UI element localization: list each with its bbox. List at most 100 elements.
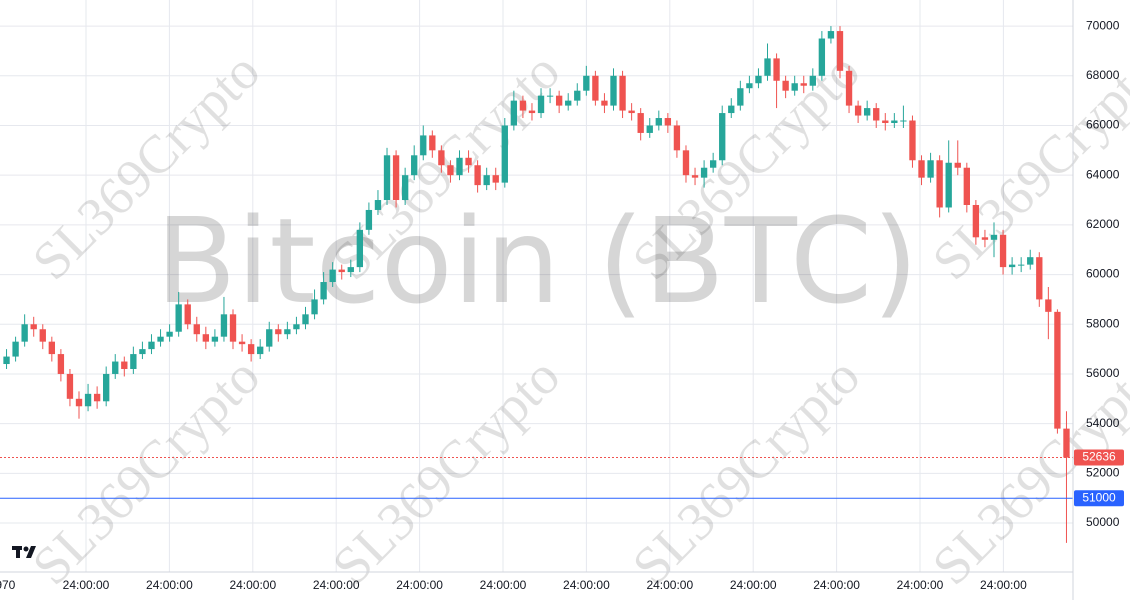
candle-body — [719, 113, 726, 161]
candle-body — [474, 165, 481, 186]
candle-body — [963, 167, 970, 205]
x-tick-label: 24:00:00 — [980, 578, 1027, 592]
candle-body — [863, 108, 871, 116]
y-tick-label: 52000 — [1086, 466, 1120, 480]
candle-body — [247, 344, 255, 355]
price-label-box — [1074, 449, 1124, 466]
candle-body — [103, 373, 110, 402]
candle-body — [438, 150, 445, 166]
grid — [0, 0, 1073, 572]
candle-body — [782, 80, 789, 91]
candle-body — [329, 269, 336, 283]
candle-body — [229, 314, 237, 342]
candle-body — [664, 118, 672, 126]
candle-body — [1045, 299, 1052, 312]
candle-body — [275, 329, 282, 335]
x-tick-label: 24:00:00 — [229, 578, 276, 592]
candle-body — [347, 267, 354, 273]
candle-body — [791, 83, 798, 91]
candle-body — [284, 329, 291, 335]
candle-body — [981, 237, 989, 240]
candle-body — [121, 361, 128, 369]
candle-body — [510, 100, 518, 126]
candle-body — [401, 175, 409, 201]
candle-body — [492, 175, 499, 183]
candle-body — [773, 58, 780, 81]
y-tick-label: 70000 — [1086, 18, 1120, 32]
candle-body — [139, 349, 146, 355]
x-tick-label: 24:00:00 — [313, 578, 360, 592]
candle-body — [1063, 428, 1070, 458]
candle-body — [927, 160, 934, 178]
candle-body — [565, 100, 572, 106]
candle-body — [601, 100, 608, 106]
x-tick-label: 24:00:00 — [813, 578, 860, 592]
y-tick-label: 50000 — [1086, 515, 1120, 529]
candle-body — [392, 155, 400, 201]
candle-body — [827, 31, 835, 39]
candle-body — [429, 135, 436, 151]
candle-body — [691, 175, 699, 178]
candle-body — [1008, 264, 1016, 268]
candle-body — [619, 75, 626, 111]
candle-body — [746, 83, 753, 89]
candle-body — [202, 334, 210, 342]
candle-body — [30, 324, 37, 330]
candle-body — [519, 100, 527, 111]
candle-body — [411, 155, 418, 176]
candle-body — [93, 393, 101, 402]
candle-body — [990, 234, 998, 240]
candle-body — [293, 324, 300, 330]
x-tick-label: 24:00:00 — [63, 578, 110, 592]
candle-body — [737, 88, 744, 106]
x-tick-label: 24:00:00 — [730, 578, 777, 592]
candle-body — [945, 162, 952, 208]
candle-body — [1054, 311, 1061, 429]
x-tick-label: 24:00:00 — [480, 578, 527, 592]
x-tick-label: 24:00:00 — [396, 578, 443, 592]
candle-body — [383, 155, 391, 201]
candle-body — [700, 167, 708, 178]
candle-body — [157, 336, 164, 342]
candle-body — [673, 125, 681, 151]
price-label: 52636 — [1082, 450, 1116, 464]
candle-body — [873, 108, 880, 121]
candle-body — [456, 157, 463, 176]
candle-body — [900, 120, 907, 122]
candle-body — [39, 329, 46, 342]
candle-body — [709, 160, 717, 168]
candle-body — [75, 398, 83, 407]
candle-body — [909, 120, 916, 161]
candle-body — [112, 361, 119, 374]
candle-body — [1036, 257, 1043, 300]
candle-body — [166, 331, 173, 337]
candle-body — [546, 95, 554, 97]
candle-body — [845, 70, 853, 106]
candle-body — [1027, 257, 1034, 265]
candle-body — [537, 95, 545, 114]
candle-body — [800, 83, 807, 86]
candle-body — [574, 90, 581, 101]
candle-body — [583, 75, 590, 91]
candle-body — [257, 346, 264, 355]
candle-body — [755, 75, 762, 84]
candle-body — [184, 304, 191, 325]
y-tick-label: 68000 — [1086, 68, 1120, 82]
y-tick-label: 64000 — [1086, 167, 1120, 181]
candle-body — [483, 175, 490, 186]
candle-body — [809, 75, 816, 86]
candle-body — [1018, 264, 1025, 266]
candle-body — [365, 209, 373, 230]
candle-body — [954, 162, 961, 168]
candle-body — [655, 118, 662, 126]
candle-body — [764, 58, 771, 76]
x-tick-label: 1970 — [0, 578, 16, 592]
y-tick-label: 60000 — [1086, 267, 1120, 281]
candle-body — [555, 95, 563, 106]
y-tick-label: 58000 — [1086, 316, 1120, 330]
candle-body — [610, 75, 617, 106]
candle-body — [356, 229, 364, 268]
x-tick-label: 24:00:00 — [646, 578, 693, 592]
candle-body — [148, 341, 155, 350]
